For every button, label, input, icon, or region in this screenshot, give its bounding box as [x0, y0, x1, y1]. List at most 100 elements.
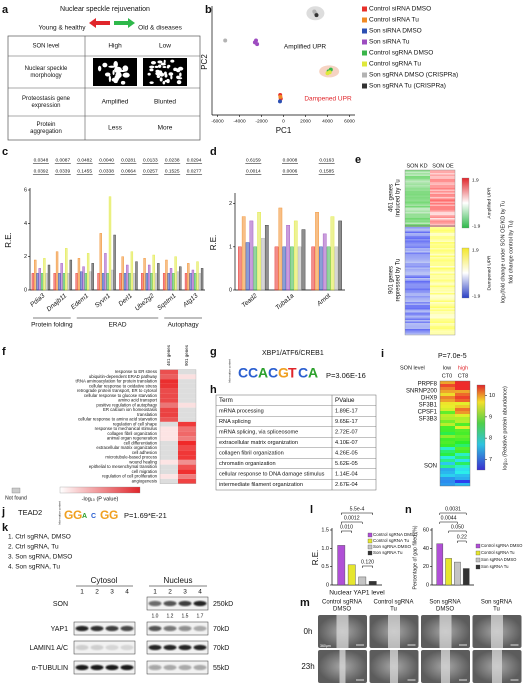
bar — [290, 246, 294, 291]
p-value: 0.0006 — [283, 168, 298, 174]
bar — [445, 558, 452, 586]
bar — [293, 220, 298, 291]
label: 360μm — [320, 644, 331, 648]
heatmap-cell — [405, 170, 430, 172]
blot-size: 250kD — [213, 601, 233, 608]
bar — [69, 259, 73, 291]
heatmap-cell — [430, 255, 455, 257]
heatmap-cell — [405, 330, 430, 332]
bar — [169, 268, 173, 291]
heatmap-cell — [405, 290, 430, 292]
label: induced by Tu — [396, 179, 402, 216]
heatmap-cell — [440, 381, 455, 384]
heatmap-cell — [160, 469, 178, 475]
heatmap-cell — [178, 388, 196, 394]
y-tick-label: 20 — [423, 564, 429, 570]
lane-number: 2 — [168, 589, 172, 596]
heatmap-cell — [440, 459, 455, 462]
heatmap-cell — [160, 450, 178, 456]
label: SON level — [400, 365, 425, 371]
bar — [337, 545, 346, 586]
heatmap-cell — [440, 471, 455, 474]
heatmap-cell — [430, 174, 455, 176]
x-tick-label: Syvn1 — [94, 292, 113, 309]
table-cell: 1.14E-04 — [335, 471, 358, 477]
lane-number: 1 — [80, 589, 84, 596]
table-cell: mRNA processing — [219, 408, 264, 414]
heatmap-cell — [455, 396, 470, 399]
bar — [130, 251, 134, 291]
quantification: 1.5 — [182, 613, 189, 619]
speckle — [157, 64, 162, 68]
heatmap-cell — [455, 459, 470, 462]
bar — [38, 268, 41, 291]
label: low — [443, 365, 451, 371]
heatmap-cell — [430, 272, 455, 274]
bar — [86, 253, 90, 291]
label: Blunted — [154, 99, 176, 106]
speckle — [170, 59, 175, 63]
blot-band — [163, 625, 177, 632]
heatmap-cell — [430, 227, 455, 229]
heatmap-cell — [430, 188, 455, 190]
legend-swatch — [367, 550, 373, 556]
heatmap-cell — [430, 210, 455, 212]
p-value: 0.1585 — [319, 168, 334, 174]
blot-size: 55kD — [213, 665, 229, 672]
heatmap-cell — [455, 483, 470, 486]
heatmap-cell — [178, 450, 196, 456]
heatmap-cell — [405, 185, 430, 187]
heatmap-cell — [430, 179, 455, 181]
blot-band — [193, 625, 207, 632]
legend-label: Control siRNA Tu — [369, 17, 419, 24]
heatmap-cell — [178, 383, 196, 389]
heatmap-cell — [430, 318, 455, 320]
bar — [238, 246, 242, 291]
label: Nucleus — [164, 576, 193, 585]
heatmap-cell — [430, 276, 455, 278]
x-tick-label: Atg13 — [181, 292, 200, 309]
blot-label: YAP1 — [51, 626, 68, 633]
heatmap-cell — [430, 224, 455, 226]
heatmap-cell — [405, 273, 430, 275]
bar — [286, 225, 290, 291]
heatmap-cell — [455, 480, 470, 483]
column-label: 901 genes — [184, 344, 189, 366]
heatmap-cell — [430, 173, 455, 175]
label: P=3.06E-16 — [326, 371, 366, 380]
go-term: collagen fibril organization — [107, 431, 157, 436]
bar — [119, 273, 122, 291]
heatmap-cell — [178, 478, 196, 484]
p-value: 0.0281 — [121, 157, 136, 163]
quantification: 1.0 — [152, 613, 159, 619]
heatmap-cell — [430, 249, 455, 251]
heatmap-cell — [430, 236, 455, 238]
heatmap-cell — [455, 456, 470, 459]
blot-frame — [73, 621, 136, 636]
heatmap-cell — [160, 474, 178, 479]
heatmap-cell — [430, 219, 455, 221]
heatmap-cell — [405, 306, 430, 308]
bar — [241, 216, 246, 291]
table-cell: RNA splicing — [219, 419, 251, 425]
speckle — [166, 78, 170, 84]
legend-label: Control sgRNA DMSO — [369, 50, 433, 57]
table-cell: 1.89E-17 — [335, 408, 358, 414]
logo-letter: G — [109, 508, 118, 522]
go-term: positive regulation of autophagy — [96, 402, 158, 407]
heatmap-cell — [430, 234, 455, 236]
heatmap-cell — [405, 299, 430, 301]
blot-band — [178, 600, 192, 607]
bar — [187, 263, 190, 291]
heatmap-cell — [455, 453, 470, 456]
logo-letter: A — [308, 365, 318, 381]
heatmap-cell — [405, 201, 430, 203]
heatmap-cell — [405, 219, 430, 221]
speckle — [177, 77, 183, 80]
go-term: response to mechanical stimulus — [95, 426, 157, 431]
legend-swatch — [362, 17, 367, 23]
label: Amplified — [102, 99, 129, 106]
bar — [108, 196, 112, 291]
panel-letter: i — [381, 348, 384, 360]
heatmap-cell — [405, 249, 430, 251]
